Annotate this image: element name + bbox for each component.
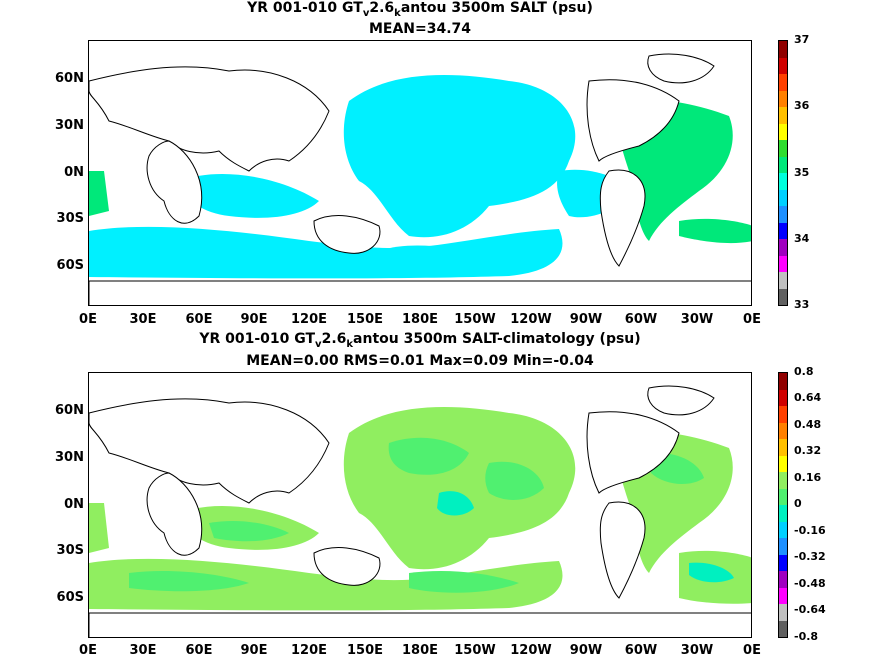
panel2-map <box>88 372 752 638</box>
panel2-cbar-label: 0.32 <box>794 444 822 457</box>
panel2-cbar-label: -0.8 <box>794 630 819 643</box>
colorbar-segment <box>779 587 787 604</box>
panel2-cbar-label: -0.16 <box>794 524 826 537</box>
colorbar-segment <box>779 455 787 472</box>
panel2-cbar-label: 0.16 <box>794 471 822 484</box>
colorbar-segment <box>779 41 787 58</box>
colorbar-segment <box>779 140 787 157</box>
lon-label: 120W <box>510 643 552 658</box>
panel1-cbar-label: 35 <box>794 166 810 179</box>
colorbar-segment <box>779 538 787 555</box>
colorbar-segment <box>779 272 787 289</box>
lon-label: 0E <box>743 643 761 658</box>
lon-label: 90E <box>240 312 268 327</box>
colorbar-segment <box>779 389 787 406</box>
panel1-stats: MEAN=34.74 <box>368 21 472 37</box>
lon-label: 180E <box>401 643 439 658</box>
panel2-cbar-label: 0.48 <box>794 418 822 431</box>
lon-label: 60W <box>624 312 658 327</box>
lon-label: 180E <box>401 312 439 327</box>
lon-label: 90E <box>240 643 268 658</box>
panel1-colorbar <box>778 40 788 306</box>
lon-label: 30W <box>680 312 714 327</box>
lon-label: 60E <box>185 312 213 327</box>
colorbar-segment <box>779 604 787 621</box>
panel1-continents <box>89 53 751 305</box>
panel1-title: YR 001-010 GTv2.6kantou 3500m SALT (psu) <box>247 0 593 19</box>
lon-label: 0E <box>79 312 97 327</box>
panel1-lat-30s: 30S <box>56 211 84 226</box>
colorbar-segment <box>779 373 787 390</box>
colorbar-segment <box>779 74 787 91</box>
panel2-lat-60n: 60N <box>55 403 84 418</box>
colorbar-segment <box>779 189 787 206</box>
lon-label: 60W <box>624 643 658 658</box>
colorbar-segment <box>779 472 787 489</box>
lon-label: 120E <box>290 643 328 658</box>
panel2-cbar-label: 0.64 <box>794 391 822 404</box>
panel2-field-green <box>129 437 704 593</box>
panel1-cbar-label: 34 <box>794 232 810 245</box>
lon-label: 0E <box>743 312 761 327</box>
panel1-map <box>88 40 752 306</box>
panel2-title: YR 001-010 GTv2.6kantou 3500m SALT-clima… <box>199 331 641 350</box>
colorbar-segment <box>779 620 787 637</box>
colorbar-segment <box>779 239 787 256</box>
colorbar-segment <box>779 123 787 140</box>
panel1-field <box>89 75 629 279</box>
colorbar-segment <box>779 173 787 190</box>
lon-label: 90W <box>569 643 603 658</box>
colorbar-segment <box>779 57 787 74</box>
colorbar-segment <box>779 288 787 305</box>
panel1-lat-60s: 60S <box>56 258 84 273</box>
panel2-colorbar <box>778 372 788 638</box>
panel2-lat-30s: 30S <box>56 543 84 558</box>
colorbar-segment <box>779 156 787 173</box>
panel2-lat-0n: 0N <box>64 497 84 512</box>
colorbar-segment <box>779 90 787 107</box>
panel2-cbar-label: 0.8 <box>794 365 814 378</box>
panel1-cbar-label: 37 <box>794 33 810 46</box>
panel1-cbar-label: 33 <box>794 298 810 311</box>
colorbar-segment <box>779 488 787 505</box>
panel2-continents <box>89 385 751 637</box>
colorbar-segment <box>779 255 787 272</box>
lon-label: 60E <box>185 643 213 658</box>
lon-label: 150E <box>346 643 384 658</box>
colorbar-segment <box>779 406 787 423</box>
colorbar-segment <box>779 439 787 456</box>
panel2-lat-30n: 30N <box>55 450 84 465</box>
panel2-cbar-label: -0.32 <box>794 550 826 563</box>
lon-label: 30E <box>129 312 157 327</box>
lon-label: 0E <box>79 643 97 658</box>
colorbar-segment <box>779 505 787 522</box>
colorbar-segment <box>779 554 787 571</box>
panel1-lat-0n: 0N <box>64 165 84 180</box>
lon-label: 90W <box>569 312 603 327</box>
lon-label: 150W <box>454 312 496 327</box>
colorbar-segment <box>779 521 787 538</box>
panel2-field-cyan <box>437 491 734 583</box>
panel1-cbar-label: 36 <box>794 99 810 112</box>
panel1-lat-30n: 30N <box>55 118 84 133</box>
colorbar-segment <box>779 206 787 223</box>
colorbar-segment <box>779 571 787 588</box>
panel2-stats: MEAN=0.00 RMS=0.01 Max=0.09 Min=-0.04 <box>246 353 594 369</box>
panel1-lat-60n: 60N <box>55 71 84 86</box>
panel2-lat-60s: 60S <box>56 590 84 605</box>
lon-label: 30W <box>680 643 714 658</box>
panel2-cbar-label: -0.48 <box>794 577 826 590</box>
panel2-cbar-label: -0.64 <box>794 603 826 616</box>
lon-label: 120E <box>290 312 328 327</box>
colorbar-segment <box>779 107 787 124</box>
lon-label: 150W <box>454 643 496 658</box>
lon-label: 150E <box>346 312 384 327</box>
lon-label: 120W <box>510 312 552 327</box>
colorbar-segment <box>779 222 787 239</box>
panel2-cbar-label: 0 <box>794 497 802 510</box>
colorbar-segment <box>779 422 787 439</box>
lon-label: 30E <box>129 643 157 658</box>
